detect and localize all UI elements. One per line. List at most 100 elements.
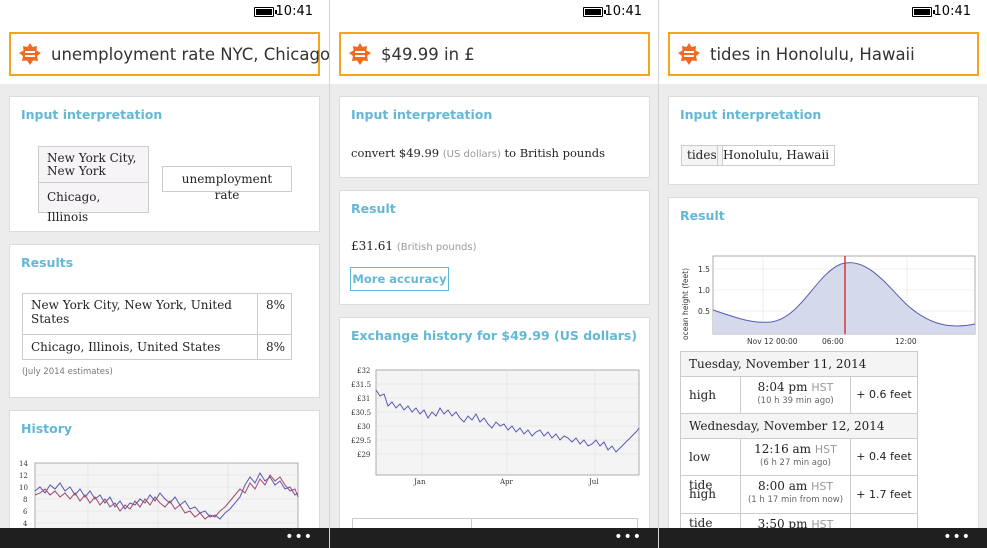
battery-icon xyxy=(583,7,606,17)
more-dots-icon[interactable]: ••• xyxy=(614,529,642,545)
status-bar: 10:41 xyxy=(659,0,987,26)
exchange-history-pod: Exchange history for $49.99 (US dollars)… xyxy=(339,317,650,548)
y-tick-label: 10 xyxy=(19,484,28,492)
x-tick-label: Jul xyxy=(588,478,599,486)
status-time: 10:41 xyxy=(933,4,971,19)
tide-time: 8:04 pm xyxy=(757,380,808,394)
tide-result-pod: Result 1.5 1.0 0.5 Nov 12 00:00 06:00 12… xyxy=(668,197,979,548)
pod-title: Input interpretation xyxy=(351,107,493,122)
exchange-chart: £32 £31.5 £31 £30.5 £30 £29.5 £29 Jan Ap… xyxy=(351,367,640,486)
y-tick-label: 8 xyxy=(23,496,27,504)
y-axis-label: ocean height (feet) xyxy=(681,268,690,340)
tide-day-header: Tuesday, November 11, 2014 xyxy=(680,351,918,377)
battery-icon xyxy=(912,7,935,17)
status-time: 10:41 xyxy=(604,4,642,19)
tide-height-cell: + 0.6 feet xyxy=(850,376,918,414)
tide-relative-time: (1 h 17 min from now) xyxy=(747,495,844,505)
tide-height-cell: + 1.7 feet xyxy=(850,475,918,514)
wolfram-alpha-logo-icon xyxy=(678,43,700,65)
tide-line xyxy=(712,262,976,327)
result-value: £31.61 xyxy=(351,239,393,253)
interpretation-text: convert $49.99 (US dollars) to British p… xyxy=(351,146,605,160)
pod-title: History xyxy=(21,421,73,436)
y-tick-label: £32 xyxy=(357,367,370,375)
result-value-cell: 8% xyxy=(257,334,292,360)
phone-screen-1: 10:41 unemployment rate NYC, Chicago Inp… xyxy=(0,0,329,548)
history-pod: History 14 12 10 8 6 4 xyxy=(9,410,320,548)
tide-type-cell: low tide xyxy=(680,438,741,492)
x-tick-label: 06:00 xyxy=(822,337,844,346)
result-pod: Result £31.61 (British pounds) More accu… xyxy=(339,190,650,305)
status-time: 10:41 xyxy=(275,4,313,19)
wolfram-alpha-logo-icon xyxy=(19,43,41,65)
tide-relative-time: (10 h 39 min ago) xyxy=(757,396,834,406)
tide-table: Tuesday, November 11, 2014 high tide 8:0… xyxy=(680,351,918,548)
tide-time-cell: 12:16 am HST (6 h 27 min ago) xyxy=(740,438,851,476)
x-tick-label: Nov 12 00:00 xyxy=(747,337,798,346)
more-dots-icon[interactable]: ••• xyxy=(943,529,971,545)
result-value-cell: 8% xyxy=(257,293,292,335)
y-tick-label: 0.5 xyxy=(698,307,710,316)
y-tick-label: 6 xyxy=(23,508,28,516)
y-tick-label: £31 xyxy=(357,395,370,403)
y-tick-label: £30.5 xyxy=(351,409,371,417)
tide-tz: HST xyxy=(811,381,834,394)
tide-time: 3:50 pm xyxy=(757,517,808,531)
x-tick-label: Jan xyxy=(413,478,426,486)
status-bar: 10:41 xyxy=(330,0,658,26)
search-bar[interactable]: unemployment rate NYC, Chicago xyxy=(9,32,329,76)
tide-type-cell: high tide xyxy=(680,475,741,530)
search-bar[interactable]: tides in Honolulu, Hawaii xyxy=(668,32,979,76)
pod-title: Input interpretation xyxy=(680,107,822,122)
search-query[interactable]: $49.99 in £ xyxy=(381,44,475,64)
pod-title: Results xyxy=(21,255,74,270)
tide-tz: HST xyxy=(811,480,834,493)
interpretation-pre: convert $49.99 xyxy=(351,146,440,160)
input-interpretation-pod: Input interpretation convert $49.99 (US … xyxy=(339,96,650,178)
result-unit: (British pounds) xyxy=(396,242,477,253)
x-tick-label: 12:00 xyxy=(895,337,917,346)
exchange-rate-line xyxy=(375,389,640,453)
results-note: (July 2014 estimates) xyxy=(22,367,113,377)
y-tick-label: 14 xyxy=(19,460,28,468)
pod-title: Exchange history for $49.99 (US dollars) xyxy=(351,328,638,343)
series-line-chicago xyxy=(34,474,299,520)
x-tick-label: Apr xyxy=(499,478,514,486)
app-bar: ••• xyxy=(330,528,658,548)
more-dots-icon[interactable]: ••• xyxy=(285,529,313,545)
tide-time: 12:16 am xyxy=(754,442,812,456)
tide-time: 8:00 am xyxy=(757,479,808,493)
input-interpretation-pod: Input interpretation tides Honolulu, Haw… xyxy=(668,96,979,185)
app-bar: ••• xyxy=(659,528,987,548)
interpretation-unit: (US dollars) xyxy=(442,149,501,160)
tide-chart: 1.5 1.0 0.5 Nov 12 00:00 06:00 12:00 oce… xyxy=(681,255,976,346)
phone-screen-2: 10:41 $49.99 in £ Input interpretation c… xyxy=(329,0,658,548)
y-tick-label: 12 xyxy=(19,472,28,480)
y-tick-label: £29 xyxy=(357,451,370,459)
status-bar: 10:41 xyxy=(0,0,329,26)
y-tick-label: £30 xyxy=(357,423,370,431)
result-place-cell: Chicago, Illinois, United States xyxy=(22,334,258,360)
search-query[interactable]: unemployment rate NYC, Chicago xyxy=(51,44,329,64)
interpretation-tag: Honolulu, Hawaii xyxy=(717,145,836,166)
battery-icon xyxy=(254,7,277,17)
result-place-cell: New York City, New York, United States xyxy=(22,293,258,335)
tide-area xyxy=(713,262,975,334)
pod-title: Result xyxy=(351,201,396,216)
search-query[interactable]: tides in Honolulu, Hawaii xyxy=(710,44,915,64)
wolfram-alpha-logo-icon xyxy=(349,43,371,65)
pod-title: Result xyxy=(680,208,725,223)
interpretation-tag: tides xyxy=(681,145,723,166)
y-tick-label: 1.0 xyxy=(698,286,710,295)
y-tick-label: £29.5 xyxy=(351,437,371,445)
y-tick-label: 1.5 xyxy=(698,265,710,274)
search-bar[interactable]: $49.99 in £ xyxy=(339,32,650,76)
tide-tz: HST xyxy=(811,518,834,531)
y-tick-label: £31.5 xyxy=(351,381,371,389)
results-pod: Results New York City, New York, United … xyxy=(9,244,320,398)
more-accuracy-button[interactable]: More accuracy xyxy=(350,267,449,291)
series-line-nyc xyxy=(34,471,299,520)
result-text: £31.61 (British pounds) xyxy=(351,239,477,253)
phone-screen-3: 10:41 tides in Honolulu, Hawaii Input in… xyxy=(658,0,987,548)
tide-tz: HST xyxy=(814,443,837,456)
